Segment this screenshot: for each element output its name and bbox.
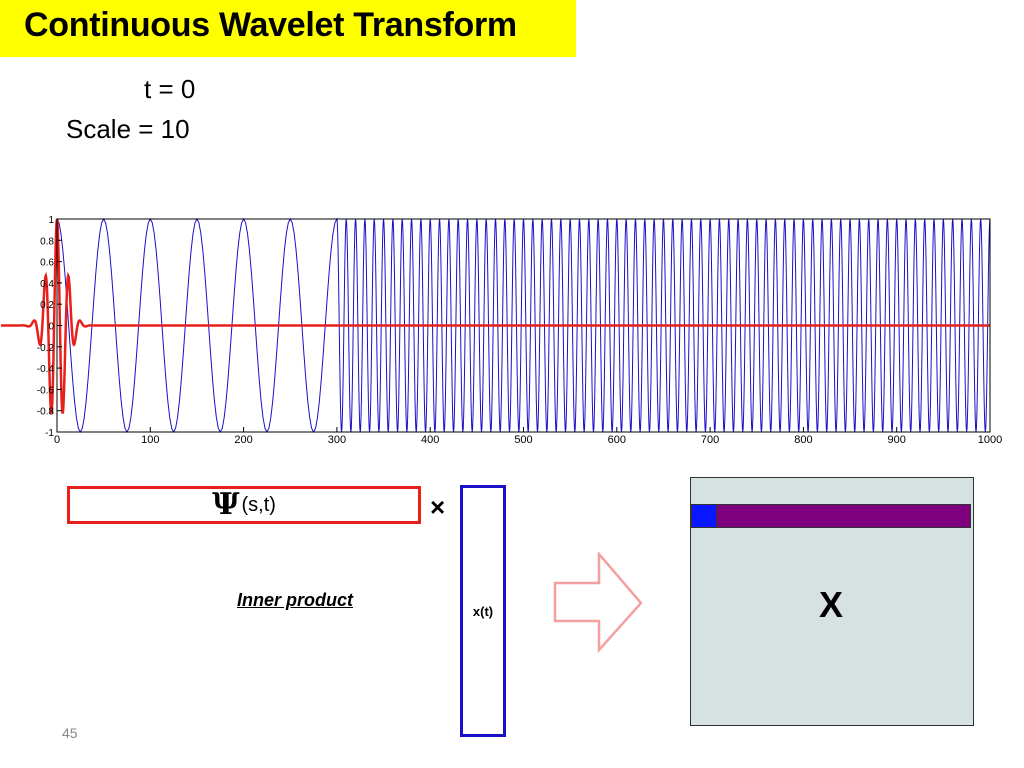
x-tick-label: 500 [514,434,532,446]
psi-args: (s,t) [241,493,276,516]
title-banner: Continuous Wavelet Transform [0,0,576,57]
y-tick-label: -0.2 [37,343,55,354]
wavelet-series [1,218,990,414]
inner-product-label: Inner product [237,590,353,610]
y-tick-label: -0.8 [37,407,55,418]
right-arrow-icon [553,552,643,654]
x-tick-label: 100 [141,434,159,446]
scale-label: Scale = 10 [66,114,190,144]
x-tick-label: 800 [794,434,812,446]
y-tick-label: 1 [48,215,54,226]
transform-matrix: X [690,477,974,726]
y-tick-label: -0.4 [37,364,55,375]
x-tick-label: 0 [54,434,60,446]
y-tick-label: 0.8 [40,236,54,247]
matrix-scale-row [691,504,971,528]
slide-title: Continuous Wavelet Transform [24,6,517,44]
x-tick-label: 900 [888,434,906,446]
page-number: 45 [62,725,78,741]
y-tick-label: 0.6 [40,258,54,269]
y-tick-label: -0.6 [37,385,55,396]
psi-symbol: Ψ [212,487,240,522]
x-tick-label: 700 [701,434,719,446]
x-tick-label: 600 [608,434,626,446]
wavelet-signal-plot: 0 100 200 300 400 500 600 700 800 900 1000 1 0.8 0.6 0… [1,215,1002,446]
x-tick-label: 200 [234,434,252,446]
x-tick-label: 400 [421,434,439,446]
matrix-label: X [819,584,844,625]
y-tick-label: 0 [48,322,54,333]
y-tick-label: -1 [45,428,54,439]
x-tick-label: 1000 [978,434,1002,446]
time-label: t = 0 [144,74,196,104]
multiply-symbol: × [430,492,446,522]
y-tick-label: 0.2 [40,300,54,311]
signal-vector-label: x(t) [472,603,494,619]
x-tick-label: 300 [328,434,346,446]
y-tick-label: 0.4 [40,279,54,290]
signal-vector-box: x(t) [460,485,506,737]
wavelet-vector-box: Ψ (s,t) [67,486,421,524]
matrix-current-cell [691,504,717,528]
